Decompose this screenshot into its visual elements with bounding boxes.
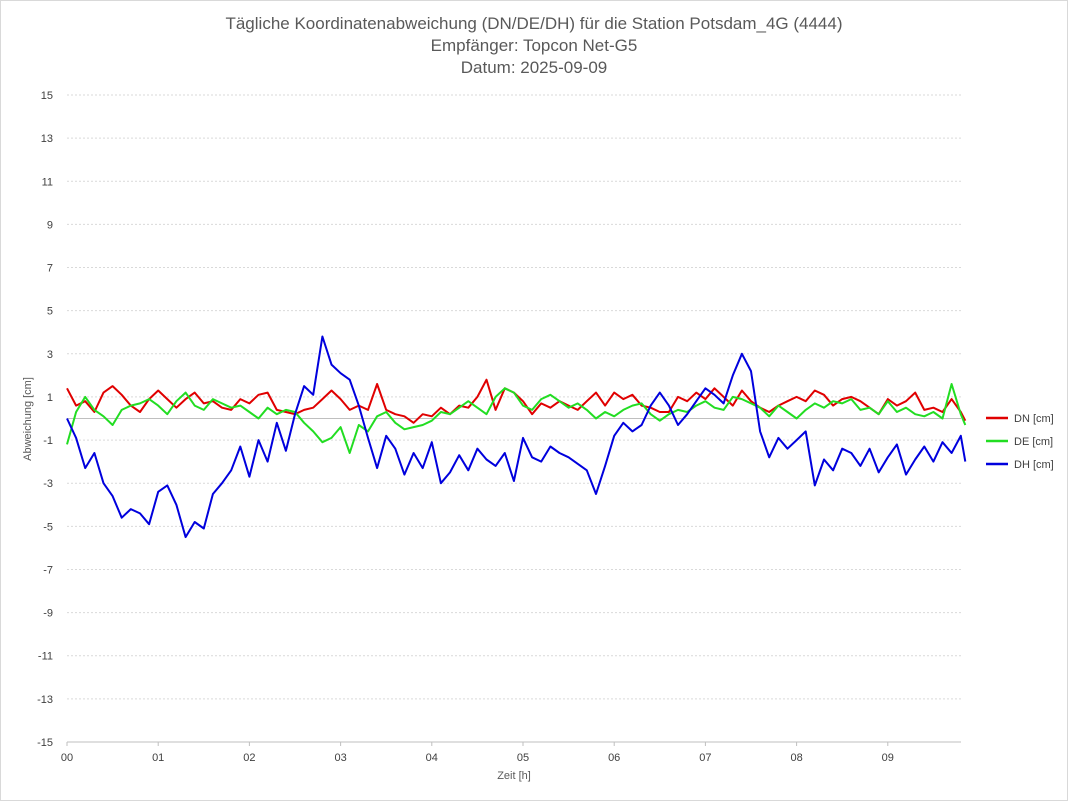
- x-tick-label: 03: [334, 752, 346, 764]
- y-tick-label: -5: [43, 521, 53, 533]
- series-line-de: [66, 383, 967, 454]
- x-axis-label: Zeit [h]: [497, 770, 531, 782]
- y-tick-label: -15: [37, 737, 53, 749]
- y-tick-label: -9: [43, 608, 53, 620]
- x-tick-label: 08: [790, 752, 802, 764]
- y-tick-label: 1: [47, 392, 53, 404]
- title-line-2: Empfänger: Topcon Net-G5: [431, 36, 638, 55]
- y-tick-label: 5: [47, 306, 53, 318]
- x-tick-label: 07: [699, 752, 711, 764]
- y-tick-label: 9: [47, 219, 53, 231]
- series-line-dh: [66, 335, 967, 539]
- series-line-dn: [66, 378, 967, 424]
- gridlines: [67, 94, 961, 743]
- y-tick-label: -3: [43, 478, 53, 490]
- y-tick-label: 7: [47, 263, 53, 275]
- title-line-1: Tägliche Koordinatenabweichung (DN/DE/DH…: [225, 14, 842, 33]
- y-axis-label: Abweichung [cm]: [22, 377, 34, 461]
- y-tick-label: 15: [41, 90, 53, 102]
- y-tick-label: 13: [41, 133, 53, 145]
- x-tick-label: 06: [608, 752, 620, 764]
- y-tick-label: -1: [43, 435, 53, 447]
- series-lines: [66, 335, 967, 539]
- legend-label-dn: DN [cm]: [1014, 413, 1054, 425]
- y-tick-label: 11: [42, 176, 53, 188]
- y-tick-label: -11: [38, 651, 53, 663]
- x-tick-label: 02: [243, 752, 255, 764]
- legend-label-dh: DH [cm]: [1014, 459, 1054, 471]
- x-tick-label: 00: [61, 752, 73, 764]
- x-tick-label: 01: [152, 752, 164, 764]
- y-tick-label: -7: [43, 564, 53, 576]
- y-tick-labels: 15 13 11 9 7 5 3 1 -1 -3 -5 -7 -9 -11 -13 -15: [37, 90, 53, 749]
- chart-title: Tägliche Koordinatenabweichung (DN/DE/DH…: [225, 14, 842, 77]
- x-tick-label: 04: [426, 752, 438, 764]
- y-tick-label: -13: [37, 694, 53, 706]
- x-tick-label: 09: [882, 752, 894, 764]
- x-tick-labels: 00 01 02 03 04 05 06 07 08 09: [61, 742, 894, 764]
- title-line-3: Datum: 2025-09-09: [461, 58, 607, 77]
- x-tick-label: 05: [517, 752, 529, 764]
- legend-label-de: DE [cm]: [1014, 436, 1053, 448]
- y-tick-label: 3: [47, 349, 53, 361]
- legend: DN [cm] DE [cm] DH [cm]: [986, 413, 1054, 471]
